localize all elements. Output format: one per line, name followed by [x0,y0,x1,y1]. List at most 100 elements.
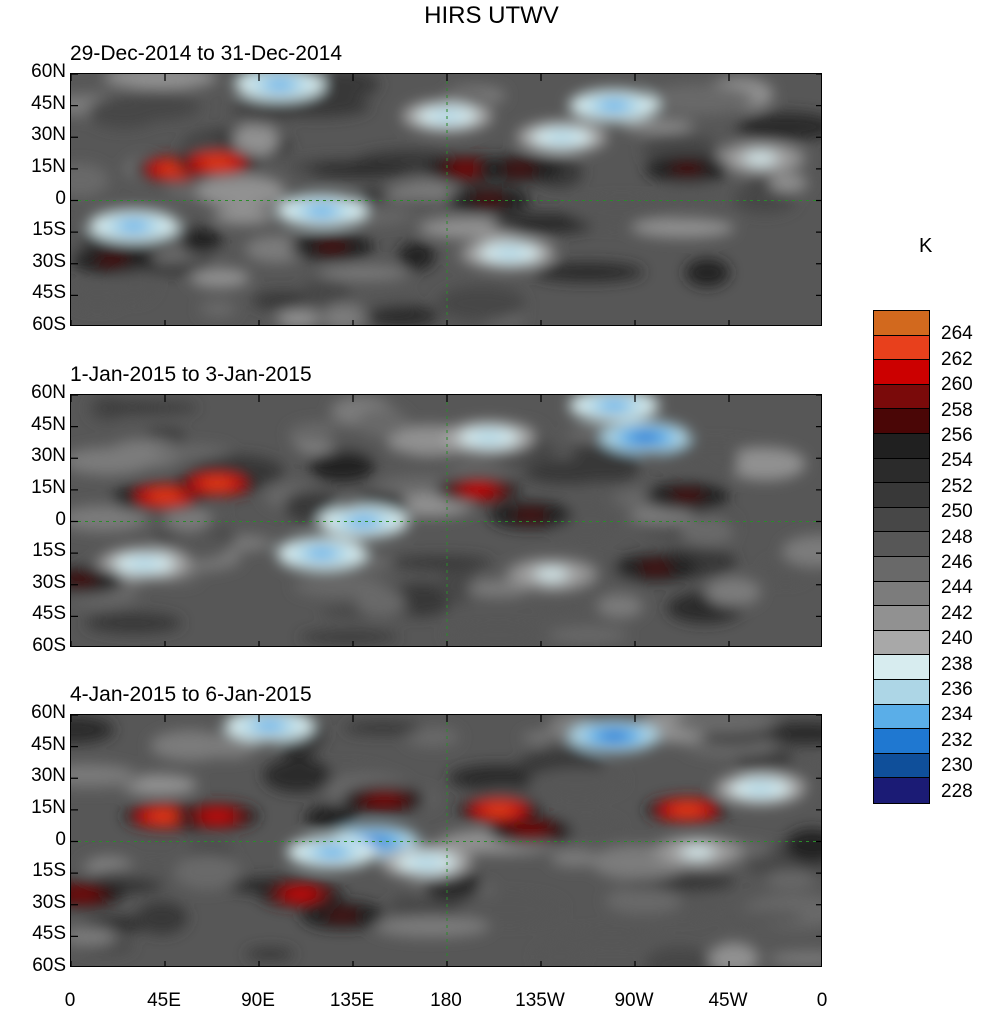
texture-blob [96,401,199,414]
texture-blob [353,198,461,212]
cold-region-2 [347,515,380,528]
colorbar-swatch [874,581,929,607]
texture-blob [300,278,352,308]
colorbar-level-label: 254 [941,450,973,472]
colorbar-swatch [874,532,929,557]
texture-blob [71,505,148,532]
lon-label: 180 [430,990,462,1011]
texture-blob [398,241,436,271]
colorbar-swatch [874,335,929,361]
texture-blob [321,303,365,325]
lat-label: 60N [31,702,66,723]
colorbar-level-label: 258 [941,399,973,421]
cold-region-3 [598,730,630,742]
texture-blob [570,198,674,227]
colorbar-swatch [874,507,929,533]
texture-blob [680,514,734,547]
texture-blob [298,631,400,644]
colorbar-level-label: 230 [941,755,973,777]
texture-blob [353,291,410,309]
panel-3-subtitle: 4-Jan-2015 to 6-Jan-2015 [70,683,312,706]
cold-region-6 [117,220,150,232]
panel-2-field [71,395,821,646]
texture-blob [357,407,408,437]
texture-blob [390,555,493,570]
lat-label: 60S [32,955,66,976]
texture-blob [233,122,279,158]
texture-blob [646,74,701,89]
lat-label: 30N [31,124,66,146]
lat-label: 45S [32,923,66,945]
cold-region-8 [744,152,777,164]
lat-label: 15N [31,796,66,818]
texture-blob [668,176,711,206]
cold-region-2 [316,846,348,858]
texture-blob [105,92,201,121]
colorbar-level-label: 252 [941,475,973,497]
cold-region-7 [744,783,777,795]
texture-blob [116,265,156,301]
texture-blob [550,849,599,867]
texture-blob [760,721,821,745]
warm-region-4 [513,509,548,521]
cold-region-6 [681,846,714,858]
colorbar-swatch [874,729,929,754]
warm-region-1 [148,810,182,822]
texture-blob [781,535,821,568]
texture-blob [438,567,480,603]
colorbar-level-label: 250 [941,501,973,523]
colorbar-level-label: 240 [941,628,973,650]
texture-blob [491,213,595,235]
cold-region-7 [128,558,160,570]
warm-region-1 [148,490,182,502]
texture-blob [150,730,230,761]
lat-label: 30N [31,445,66,467]
colorbar-swatch [874,679,929,705]
texture-blob [71,715,115,744]
texture-blob [456,894,563,924]
cold-region-4 [253,719,286,732]
texture-blob [103,74,218,90]
lat-label: 15S [32,540,66,562]
colorbar-swatch [874,311,929,336]
texture-blob [71,764,136,784]
colorbar-swatch [874,433,929,459]
lat-label: 45S [32,282,66,304]
texture-blob [673,715,777,735]
cold-region-5 [410,856,442,869]
texture-blob [467,579,530,598]
colorbar-swatch [874,704,929,730]
texture-blob [705,577,761,607]
warm-region-7 [315,241,349,253]
texture-blob [264,95,371,118]
cold-region-4 [264,78,296,91]
colorbar-swatch [874,778,929,803]
lat-label: 30N [31,765,66,787]
cold-region-2 [546,131,578,143]
cold-region-7 [493,247,526,259]
lon-label: 0 [64,990,76,1011]
texture-blob [309,449,376,483]
texture-blob [646,84,755,115]
texture-blob [367,305,439,325]
warm-region-2 [200,477,235,490]
texture-blob [701,444,739,480]
texture-blob [153,445,230,459]
colorbar-level-label: 248 [941,526,973,548]
colorbar-level-label: 236 [941,679,973,700]
texture-blob [71,447,154,475]
colorbar-swatch [874,360,929,385]
panel-2-map [70,394,822,647]
warm-region-7 [71,574,99,587]
texture-blob [189,268,250,288]
lat-label: 60N [31,61,66,82]
texture-blob [136,901,188,935]
colorbar-level-label: 260 [941,374,973,396]
cold-region-6 [535,568,568,580]
cold-region-1 [629,431,662,443]
warm-region-6 [639,562,673,574]
lat-label: 15N [31,155,66,177]
cold-region-3 [305,547,338,559]
warm-region-8 [71,888,99,900]
panel-1-field [71,74,821,325]
